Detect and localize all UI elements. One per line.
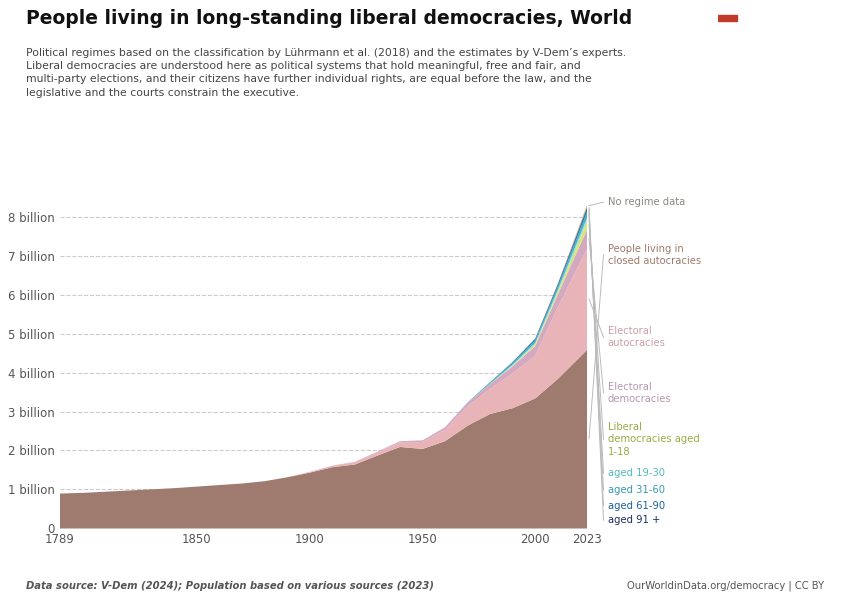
Text: Electoral
democracies: Electoral democracies	[608, 382, 672, 404]
Text: Data source: V-Dem (2024); Population based on various sources (2023): Data source: V-Dem (2024); Population ba…	[26, 581, 434, 591]
Text: Liberal
democracies aged
1-18: Liberal democracies aged 1-18	[608, 422, 700, 457]
Text: Our World: Our World	[745, 26, 802, 36]
Text: aged 61-90: aged 61-90	[608, 501, 665, 511]
FancyBboxPatch shape	[718, 15, 737, 21]
Text: Political regimes based on the classification by Lührmann et al. (2018) and the : Political regimes based on the classific…	[26, 48, 626, 98]
Text: People living in long-standing liberal democracies, World: People living in long-standing liberal d…	[26, 9, 632, 28]
Text: aged 19-30: aged 19-30	[608, 468, 665, 478]
Text: in Data: in Data	[754, 44, 793, 54]
Text: aged 31-60: aged 31-60	[608, 485, 665, 495]
Text: Electoral
autocracies: Electoral autocracies	[608, 326, 666, 349]
Text: People living in
closed autocracies: People living in closed autocracies	[608, 244, 701, 266]
Text: No regime data: No regime data	[608, 197, 685, 207]
Text: aged 91 +: aged 91 +	[608, 515, 660, 525]
Text: OurWorldinData.org/democracy | CC BY: OurWorldinData.org/democracy | CC BY	[627, 581, 824, 591]
